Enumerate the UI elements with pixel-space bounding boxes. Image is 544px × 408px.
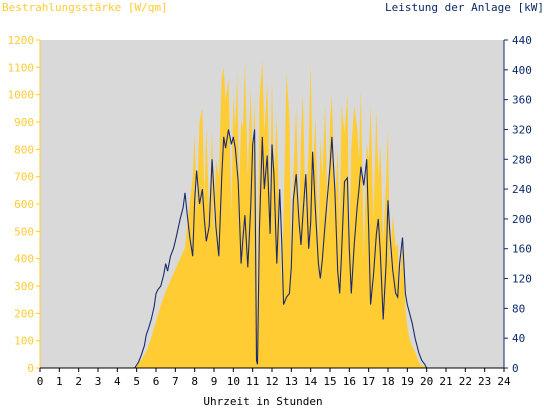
y-right-tick-label: 440	[512, 34, 532, 47]
x-tick-label: 21	[439, 375, 452, 388]
x-tick-label: 17	[362, 375, 375, 388]
x-tick-label: 18	[381, 375, 394, 388]
y-right-tick-label: 280	[512, 153, 532, 166]
x-tick-label: 22	[459, 375, 472, 388]
y-left-tick-label: 600	[14, 198, 34, 211]
left-axis-title: Bestrahlungsstärke [W/qm]	[2, 1, 168, 14]
x-tick-label: 5	[133, 375, 140, 388]
x-tick-label: 4	[114, 375, 121, 388]
y-left-tick-label: 0	[27, 362, 34, 375]
y-right-tick-label: 80	[512, 302, 525, 315]
y-right-tick-label: 40	[512, 332, 525, 345]
y-left-tick-label: 400	[14, 253, 34, 266]
y-right-tick-label: 120	[512, 273, 532, 286]
x-tick-label: 0	[37, 375, 44, 388]
y-right-tick-label: 320	[512, 123, 532, 136]
x-tick-label: 6	[153, 375, 160, 388]
x-tick-label: 1	[56, 375, 63, 388]
series-layer	[40, 59, 504, 369]
y-right-tick-label: 400	[512, 64, 532, 77]
x-tick-label: 14	[304, 375, 318, 388]
y-left-tick-label: 1000	[8, 89, 35, 102]
y-left-tick-label: 200	[14, 307, 34, 320]
y-left-tick-label: 300	[14, 280, 34, 293]
x-tick-label: 16	[343, 375, 356, 388]
axes-layer: 0100200300400500600700800900100011001200…	[8, 34, 532, 388]
series-area-irradiance	[40, 59, 504, 368]
y-left-tick-label: 500	[14, 225, 34, 238]
x-tick-label: 8	[191, 375, 198, 388]
series-line-power	[40, 129, 504, 369]
x-tick-label: 24	[497, 375, 511, 388]
y-right-tick-label: 360	[512, 94, 532, 107]
x-tick-label: 12	[265, 375, 278, 388]
y-right-tick-label: 0	[512, 362, 519, 375]
x-tick-label: 23	[478, 375, 491, 388]
y-right-tick-label: 240	[512, 183, 532, 196]
x-tick-label: 15	[323, 375, 336, 388]
x-axis-label: Uhrzeit in Stunden	[203, 395, 322, 408]
x-tick-label: 7	[172, 375, 179, 388]
y-right-tick-label: 200	[512, 213, 532, 226]
x-tick-label: 2	[75, 375, 82, 388]
x-tick-label: 20	[420, 375, 433, 388]
y-left-tick-label: 800	[14, 143, 34, 156]
x-tick-label: 10	[227, 375, 240, 388]
y-left-tick-label: 1100	[8, 61, 35, 74]
y-left-tick-label: 1200	[8, 34, 35, 47]
y-left-tick-label: 700	[14, 171, 34, 184]
x-tick-label: 19	[401, 375, 414, 388]
right-axis-title: Leistung der Anlage [kW]	[385, 1, 544, 14]
y-left-tick-label: 100	[14, 335, 34, 348]
x-tick-label: 13	[285, 375, 298, 388]
x-tick-label: 9	[211, 375, 218, 388]
x-tick-label: 11	[246, 375, 259, 388]
y-left-tick-label: 900	[14, 116, 34, 129]
y-right-tick-label: 160	[512, 243, 532, 256]
x-tick-label: 3	[95, 375, 102, 388]
